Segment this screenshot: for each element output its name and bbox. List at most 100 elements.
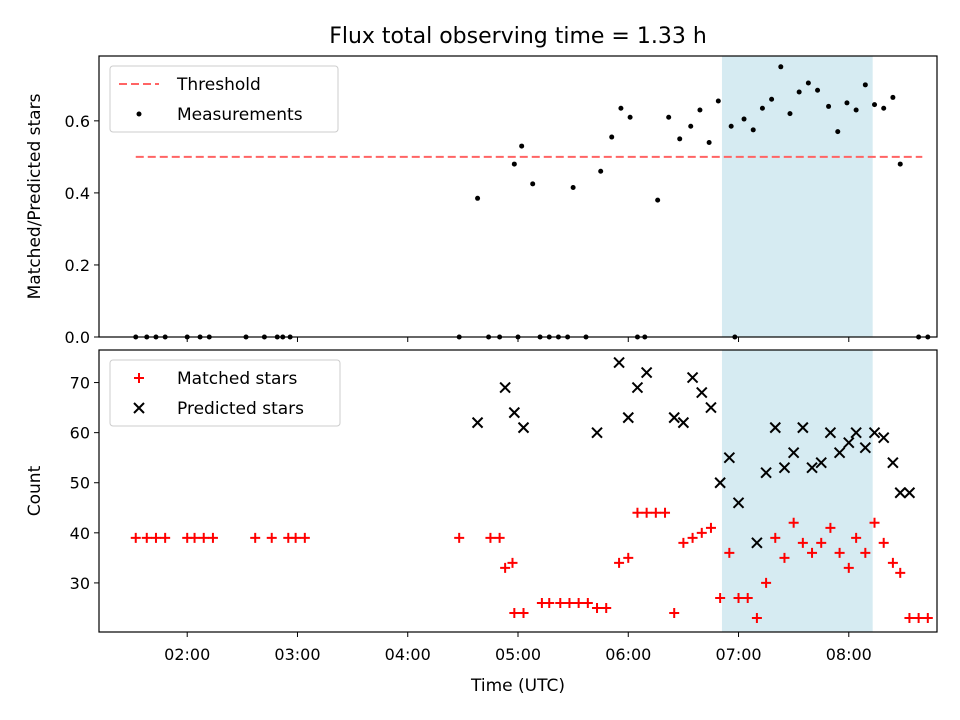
predicted-star-point [760, 467, 772, 479]
predicted-star-point [508, 406, 521, 419]
predicted-star-point [714, 477, 726, 489]
matched-star-point [761, 577, 772, 588]
measurement-point [655, 197, 661, 203]
predicted-star-point [471, 416, 484, 429]
matched-star-point [623, 552, 634, 563]
measurement-point [778, 64, 784, 70]
predicted-star-point [622, 411, 634, 424]
predicted-star-point [843, 436, 855, 449]
predicted-star-point [705, 401, 717, 414]
measurement-point [715, 98, 721, 104]
measurement-point [598, 168, 604, 174]
matched-star-point [660, 507, 671, 518]
measurement-point [862, 82, 868, 88]
matched-star-point [189, 532, 200, 543]
matched-star-point [904, 612, 915, 623]
predicted-star-point [613, 356, 625, 369]
matched-star-point [582, 597, 593, 608]
predicted-star-point [723, 451, 736, 464]
matched-star-point [751, 612, 762, 623]
matched-star-point [266, 532, 277, 543]
matched-star-point [130, 532, 141, 543]
measurement-point [853, 107, 859, 113]
measurement-point [618, 105, 624, 111]
legend-matched-swatch [134, 373, 144, 383]
y-tick-label: 0.4 [65, 184, 90, 203]
legend-box [109, 359, 341, 427]
measurement-point [627, 114, 633, 120]
matched-star-point [198, 532, 209, 543]
matched-star-point [878, 537, 889, 548]
predicted-star-point [631, 381, 644, 394]
predicted-star-point [696, 386, 708, 399]
legend: Matched stars Predicted stars [109, 359, 341, 427]
matched-star-point [564, 597, 575, 608]
matched-star-point [851, 532, 862, 543]
x-tick-label: 02:00 [164, 645, 210, 664]
matched-star-point [250, 532, 261, 543]
matched-star-point [614, 557, 625, 568]
y-tick-label: 0.2 [65, 256, 90, 275]
measurement-point [741, 116, 747, 122]
x-tick-label: 08:00 [826, 645, 872, 664]
shaded-interval [721, 56, 873, 337]
matched-star-point [860, 547, 871, 558]
predicted-star-point [824, 426, 837, 439]
measurement-point [759, 105, 765, 111]
predicted-star-point [903, 487, 916, 499]
matched-star-point [779, 552, 790, 563]
matched-star-point [650, 507, 661, 518]
bottom-panel: 30 40 50 60 70 02:00 03:00 04:00 05:00 06:00 07:00… [25, 349, 938, 696]
matched-star-point [825, 522, 836, 533]
matched-star-point [500, 562, 511, 573]
predicted-star-point [850, 426, 862, 439]
measurement-point [881, 105, 887, 111]
matched-star-point [724, 547, 735, 558]
y-tick-label: 70 [70, 374, 90, 393]
x-axis-label: Time (UTC) [470, 676, 565, 696]
matched-star-point [770, 532, 781, 543]
legend-label: Threshold [176, 75, 261, 95]
measurement-point [688, 123, 694, 129]
predicted-star-point [797, 421, 809, 434]
measurement-point [728, 123, 734, 129]
measurement-point [609, 134, 615, 140]
measurement-point [769, 96, 775, 102]
matched-star-point [887, 557, 898, 568]
measurement-point [890, 94, 896, 100]
matched-star-point [742, 592, 753, 603]
y-tick-label: 0.0 [65, 328, 90, 347]
measurement-point [796, 89, 802, 95]
predicted-star-point [877, 431, 890, 444]
matched-star-point [641, 507, 652, 518]
measurement-point [511, 161, 517, 167]
measurement-point [519, 143, 525, 149]
x-tick-label: 07:00 [715, 645, 761, 664]
predicted-star-point [640, 366, 653, 379]
x-tick-label: 06:00 [605, 645, 651, 664]
matched-star-point [494, 532, 505, 543]
y-axis-label: Count [25, 465, 45, 516]
predicted-star-point [677, 416, 690, 429]
y-tick-label: 30 [70, 574, 90, 593]
matched-star-point [788, 517, 799, 528]
matched-star-point [150, 532, 161, 543]
matched-star-point [290, 532, 301, 543]
legend-label: Predicted stars [177, 399, 304, 419]
matched-star-point [555, 597, 566, 608]
predicted-star-point [806, 462, 818, 474]
matched-star-point [573, 597, 584, 608]
predicted-star-point [591, 426, 603, 439]
matched-star-point [141, 532, 152, 543]
matched-star-point [160, 532, 171, 543]
matched-star-point [485, 532, 496, 543]
series-predicted-stars [471, 356, 916, 549]
matched-star-point [207, 532, 218, 543]
matched-star-point [507, 557, 518, 568]
legend-box [109, 65, 339, 133]
predicted-star-point [517, 421, 530, 434]
series-matched-stars [130, 507, 933, 623]
matched-star-point [797, 537, 808, 548]
measurement-point [530, 181, 536, 187]
matched-star-point [733, 592, 744, 603]
